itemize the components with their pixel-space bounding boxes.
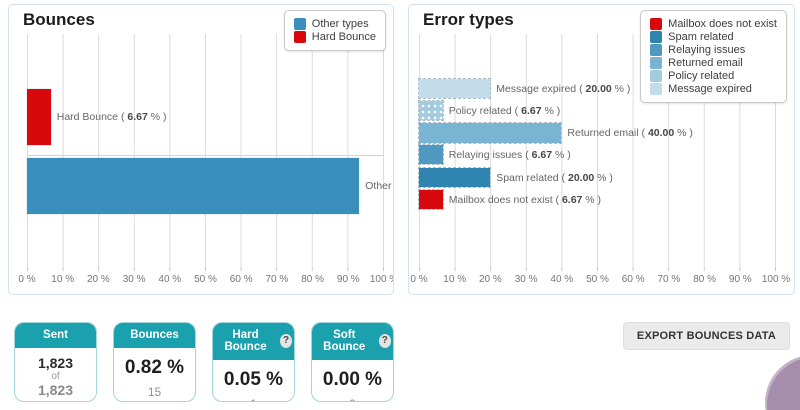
- x-tick-label: 50 %: [586, 274, 609, 285]
- bar-row-policy-related: Policy related ( 6.67 % ): [418, 100, 775, 121]
- legend-item-hard-bounce[interactable]: Hard Bounce: [293, 31, 376, 43]
- hard-bounce-stat-card: Hard Bounce ? 0.05 % 1: [212, 322, 295, 402]
- bounces-card-header: Bounces: [114, 323, 195, 348]
- error-types-chart-panel: Error types Message expired ( 20.00 % ) …: [408, 4, 795, 295]
- legend-item-mailbox-does-not-exist[interactable]: Mailbox does not exist: [650, 18, 777, 30]
- x-tick-label: 40 %: [158, 274, 182, 285]
- x-tick-label: 90 %: [728, 274, 752, 285]
- x-tick-label: 90 %: [336, 274, 360, 285]
- soft-bounce-help-icon[interactable]: ?: [378, 334, 391, 348]
- mailbox-does-not-exist-bar: [418, 189, 444, 210]
- error-types-chart-title: Error types: [423, 10, 514, 29]
- bar-row-returned-email: Returned email ( 40.00 % ): [417, 122, 775, 144]
- bar-row-spam-related: Spam related ( 20.00 % ): [417, 167, 775, 188]
- x-tick-label: 0 %: [410, 274, 428, 285]
- x-tick-label: 70 %: [657, 274, 681, 285]
- stats-row: Sent 1,823 of 1,823 Bounces 0.82 % 15 Ha…: [14, 322, 394, 402]
- x-tick-label: 10 %: [443, 274, 467, 285]
- bounces-stat-card: Bounces 0.82 % 15: [113, 322, 196, 402]
- x-tick-label: 100 %: [761, 274, 791, 285]
- sent-total-value: 1,823: [37, 382, 74, 398]
- hard-bounce-percent-value: 0.05 %: [223, 369, 284, 390]
- x-tick-label: 60 %: [229, 274, 253, 285]
- x-axis-labels: 0 % 10 % 20 % 30 % 40 % 50 % 60 % 70 % 8…: [18, 274, 393, 288]
- x-axis-ticks: [27, 267, 384, 271]
- sent-of-label: of: [51, 371, 60, 382]
- x-tick-label: 80 %: [301, 274, 324, 285]
- other-types-swatch-icon: [293, 18, 306, 30]
- x-tick-label: 10 %: [51, 274, 75, 285]
- sent-stat-card: Sent 1,823 of 1,823: [14, 322, 97, 402]
- bounces-legend: Other types Hard Bounce: [283, 10, 386, 51]
- error-types-legend: Mailbox does not exist Spam related Rela…: [640, 10, 787, 103]
- legend-item-relaying-issues[interactable]: Relaying issues: [650, 44, 777, 56]
- soft-bounce-count-value: 0: [312, 397, 393, 401]
- sent-card-header: Sent: [15, 323, 96, 348]
- mailbox-does-not-exist-swatch-icon: [650, 18, 663, 30]
- bounces-plot-area: Hard Bounce ( 6.67 % ) Other types ( 93.…: [25, 34, 393, 267]
- hard-bounce-count-value: 1: [213, 397, 294, 401]
- x-tick-label: 30 %: [122, 274, 146, 285]
- x-axis-ticks: [419, 267, 776, 271]
- bounces-chart-panel: Bounces Hard Bounce ( 6.67 % ) Other typ…: [8, 4, 394, 295]
- bounces-chart-title: Bounces: [23, 10, 95, 29]
- returned-email-swatch-icon: [650, 57, 663, 69]
- bar-row-other-types: Other types ( 93.33 % ): [25, 157, 393, 215]
- bar-row-relaying-issues: Relaying issues ( 6.67 % ): [418, 144, 775, 165]
- hard-bounce-bar-label: Hard Bounce ( 6.67 % ): [56, 111, 167, 123]
- hard-bounce-swatch-icon: [293, 31, 306, 43]
- x-axis-labels: 0 % 10 % 20 % 30 % 40 % 50 % 60 % 70 % 8…: [410, 274, 790, 288]
- hard-bounce-help-icon[interactable]: ?: [280, 334, 292, 348]
- soft-bounce-stat-card: Soft Bounce ? 0.00 % 0: [311, 322, 394, 402]
- returned-email-bar: [417, 122, 563, 144]
- policy-related-swatch-icon: [650, 70, 663, 82]
- legend-item-other-types[interactable]: Other types: [293, 18, 376, 30]
- other-types-bar-label: Other types ( 93.33 % ): [365, 180, 393, 192]
- bounces-percent-value: 0.82 %: [124, 357, 185, 378]
- hard-bounce-card-header: Hard Bounce ?: [213, 323, 294, 360]
- policy-related-bar: [418, 100, 444, 121]
- spam-related-bar: [417, 167, 492, 188]
- soft-bounce-percent-value: 0.00 %: [322, 369, 383, 390]
- x-tick-label: 20 %: [86, 274, 110, 285]
- hard-bounce-bar: [26, 88, 52, 146]
- message-expired-swatch-icon: [650, 83, 663, 95]
- relaying-issues-bar: [418, 144, 444, 165]
- legend-item-returned-email[interactable]: Returned email: [650, 57, 777, 69]
- x-tick-label: 20 %: [478, 274, 502, 285]
- bounces-count-value: 15: [147, 385, 162, 399]
- bar-row-mailbox-does-not-exist: Mailbox does not exist ( 6.67 % ): [418, 189, 775, 210]
- bar-row-message-expired: Message expired ( 20.00 % ): [417, 78, 775, 99]
- spam-related-swatch-icon: [650, 31, 663, 43]
- soft-bounce-card-header: Soft Bounce ?: [312, 323, 393, 360]
- bar-row-hard-bounce: Hard Bounce ( 6.67 % ): [26, 88, 383, 146]
- x-tick-label: 30 %: [514, 274, 538, 285]
- x-tick-label: 50 %: [194, 274, 217, 285]
- legend-item-message-expired[interactable]: Message expired: [650, 83, 777, 95]
- x-tick-label: 40 %: [550, 274, 574, 285]
- message-expired-bar: [417, 78, 492, 99]
- sent-value: 1,823: [37, 355, 74, 371]
- x-tick-label: 0 %: [18, 274, 36, 285]
- x-tick-label: 100 %: [369, 274, 393, 285]
- legend-item-policy-related[interactable]: Policy related: [650, 70, 777, 82]
- other-types-bar: [25, 157, 361, 215]
- category-separator-line: [27, 155, 383, 156]
- chat-fab-button[interactable]: [765, 355, 800, 410]
- x-tick-label: 60 %: [621, 274, 645, 285]
- x-tick-label: 80 %: [693, 274, 716, 285]
- relaying-issues-swatch-icon: [650, 44, 663, 56]
- x-tick-label: 70 %: [265, 274, 289, 285]
- legend-item-spam-related[interactable]: Spam related: [650, 31, 777, 43]
- export-bounces-data-button[interactable]: EXPORT BOUNCES DATA: [622, 322, 790, 350]
